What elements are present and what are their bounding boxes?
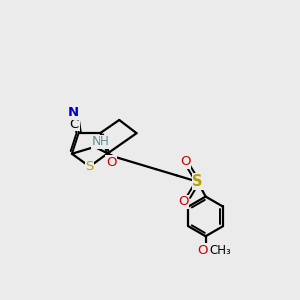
Text: C: C [70, 118, 79, 131]
Text: S: S [85, 160, 94, 173]
Text: S: S [193, 174, 203, 189]
Text: O: O [178, 196, 189, 208]
Text: N: N [92, 136, 102, 148]
Text: N: N [68, 106, 79, 119]
Text: O: O [180, 155, 191, 168]
Text: O: O [197, 244, 208, 256]
Text: O: O [106, 156, 116, 169]
Text: CH₃: CH₃ [210, 244, 231, 256]
Text: H: H [100, 136, 109, 148]
